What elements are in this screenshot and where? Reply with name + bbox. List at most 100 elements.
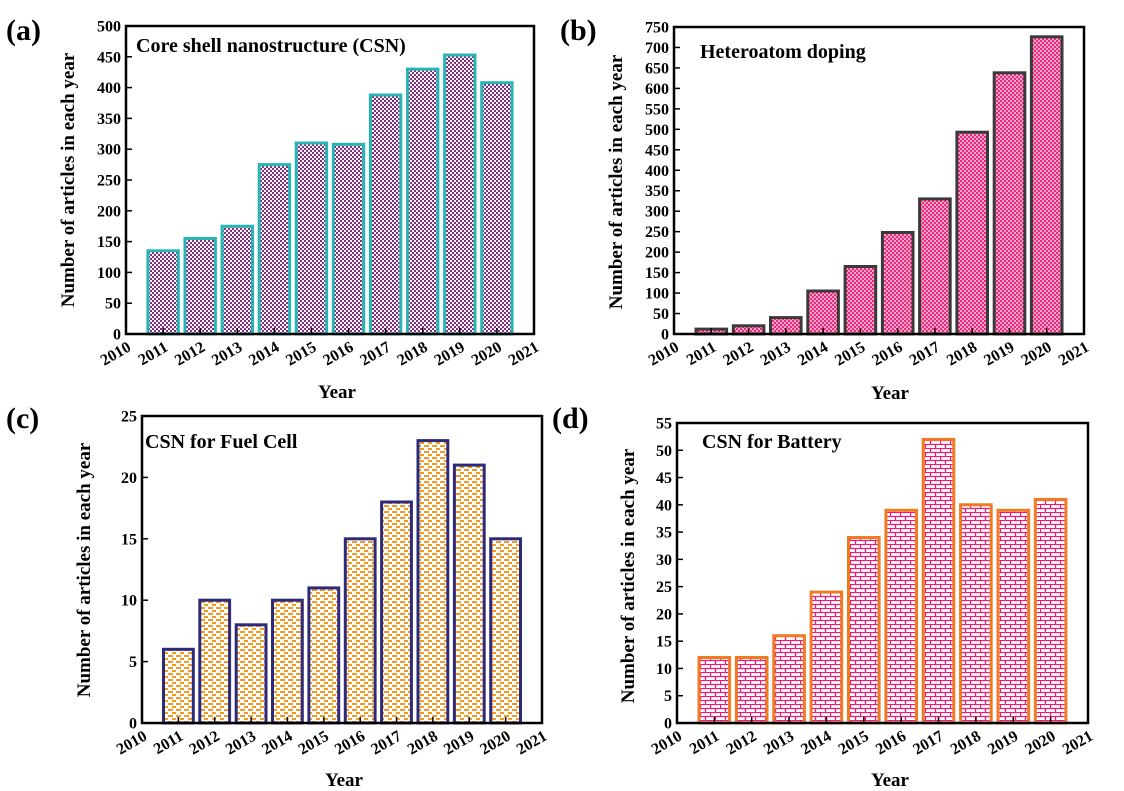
bar-b-2019 [992, 71, 1027, 336]
x-tick-label-d-2021: 2021 [1060, 728, 1096, 759]
panel-letter-c: (c) [6, 402, 39, 435]
x-tick-label-d-2014: 2014 [798, 728, 834, 759]
x-tick-label-c-2021: 2021 [514, 728, 550, 759]
x-tick-label-b-2018: 2018 [944, 339, 980, 370]
y-tick-label-b-400: 400 [645, 163, 669, 180]
x-tick-label-c-2013: 2013 [223, 728, 259, 759]
y-tick-label-d-10: 10 [656, 661, 672, 678]
bar-b-2016 [880, 231, 915, 336]
y-tick-label-d-0: 0 [664, 716, 672, 733]
y-tick-label-b-200: 200 [645, 245, 669, 262]
x-tick-label-b-2013: 2013 [758, 339, 794, 370]
x-tick-label-a-2016: 2016 [320, 339, 356, 370]
x-tick-label-d-2017: 2017 [910, 728, 946, 759]
bar-a-2016 [331, 142, 366, 336]
bar-d-2018 [959, 503, 993, 725]
bar-c-2020 [489, 537, 523, 725]
x-tick-label-c-2020: 2020 [477, 728, 513, 759]
y-tick-label-a-0: 0 [113, 327, 121, 344]
bar-d-2020 [1033, 497, 1068, 725]
x-tick-label-b-2019: 2019 [981, 339, 1017, 370]
y-tick-label-c-0: 0 [129, 716, 137, 733]
x-tick-label-d-2010: 2010 [649, 728, 685, 759]
bar-c-2011 [162, 647, 195, 725]
x-tick-label-c-2011: 2011 [151, 728, 186, 758]
y-tick-label-b-700: 700 [645, 40, 669, 57]
bar-a-2014 [257, 163, 292, 336]
bar-b-2020 [1029, 35, 1064, 336]
bar-c-2015 [307, 586, 341, 725]
x-tick-label-b-2014: 2014 [795, 339, 831, 370]
x-tick-label-c-2018: 2018 [405, 728, 441, 759]
x-tick-label-c-2016: 2016 [332, 728, 368, 759]
x-axis-label-c: Year [325, 770, 364, 791]
bar-a-2017 [368, 93, 403, 336]
x-tick-label-a-2010: 2010 [98, 339, 134, 370]
y-axis-label-a: Number of articles in each year [58, 52, 79, 307]
bar-b-2017 [918, 197, 952, 336]
x-tick-label-a-2012: 2012 [172, 339, 208, 370]
y-tick-label-a-500: 500 [97, 19, 121, 36]
bar-b-2018 [955, 130, 990, 336]
chart-title-b: Heteroatom doping [700, 41, 866, 63]
y-tick-label-b-450: 450 [645, 142, 669, 159]
panel-letter-b: (b) [560, 14, 597, 47]
y-axis-label-c: Number of articles in each year [74, 442, 95, 697]
chart-title-d: CSN for Battery [702, 431, 842, 453]
x-tick-label-c-2017: 2017 [368, 728, 404, 759]
y-tick-label-c-10: 10 [121, 593, 137, 610]
y-tick-label-d-20: 20 [656, 606, 672, 623]
x-tick-label-d-2016: 2016 [873, 728, 909, 759]
x-tick-label-c-2012: 2012 [187, 728, 223, 759]
bar-a-2018 [406, 67, 440, 336]
x-tick-label-b-2015: 2015 [832, 339, 868, 370]
bar-b-2014 [806, 289, 840, 336]
bar-d-2019 [996, 508, 1031, 725]
bar-d-2017 [921, 437, 956, 725]
x-tick-label-b-2017: 2017 [907, 339, 943, 370]
y-tick-label-b-750: 750 [645, 20, 669, 37]
y-axis-label-b: Number of articles in each year [606, 54, 627, 309]
y-tick-label-b-250: 250 [645, 224, 669, 241]
panel-c: (c) Number of articles in each year Year… [6, 402, 550, 791]
panel-letter-d: (d) [552, 402, 589, 435]
bar-d-2015 [847, 536, 881, 725]
y-tick-label-b-600: 600 [645, 81, 669, 98]
y-axis-label-d: Number of articles in each year [618, 448, 639, 703]
x-tick-label-d-2013: 2013 [761, 728, 797, 759]
bar-a-2013 [220, 224, 255, 336]
y-tick-label-d-35: 35 [656, 525, 672, 542]
axes-frame-b [672, 25, 1086, 336]
x-tick-label-a-2015: 2015 [283, 339, 319, 370]
bar-a-2019 [443, 53, 477, 336]
x-tick-label-a-2013: 2013 [209, 339, 245, 370]
x-tick-label-c-2014: 2014 [259, 728, 295, 759]
y-tick-label-a-200: 200 [97, 203, 121, 220]
chart-title-a: Core shell nanostructure (CSN) [136, 35, 406, 57]
x-tick-label-b-2012: 2012 [720, 339, 756, 370]
y-tick-label-d-50: 50 [656, 443, 672, 460]
x-tick-label-a-2011: 2011 [136, 339, 171, 369]
bar-a-2012 [183, 237, 217, 336]
y-tick-label-c-15: 15 [121, 531, 137, 548]
y-tick-label-d-25: 25 [656, 579, 672, 596]
y-tick-label-c-5: 5 [129, 654, 137, 671]
x-axis-label-d: Year [871, 770, 910, 791]
x-tick-label-a-2019: 2019 [432, 339, 468, 370]
x-axis-label-b: Year [871, 383, 910, 404]
y-tick-label-c-25: 25 [121, 409, 137, 426]
y-tick-label-b-300: 300 [645, 204, 669, 221]
y-tick-label-b-0: 0 [661, 327, 669, 344]
bar-d-2016 [884, 508, 919, 725]
y-tick-label-b-150: 150 [645, 265, 669, 282]
y-tick-label-b-50: 50 [653, 306, 669, 323]
bar-c-2012 [198, 598, 232, 725]
x-tick-label-d-2012: 2012 [724, 728, 760, 759]
bar-c-2017 [380, 500, 413, 725]
x-tick-label-b-2016: 2016 [869, 339, 905, 370]
y-tick-label-d-40: 40 [656, 497, 672, 514]
x-tick-label-b-2021: 2021 [1056, 339, 1092, 370]
